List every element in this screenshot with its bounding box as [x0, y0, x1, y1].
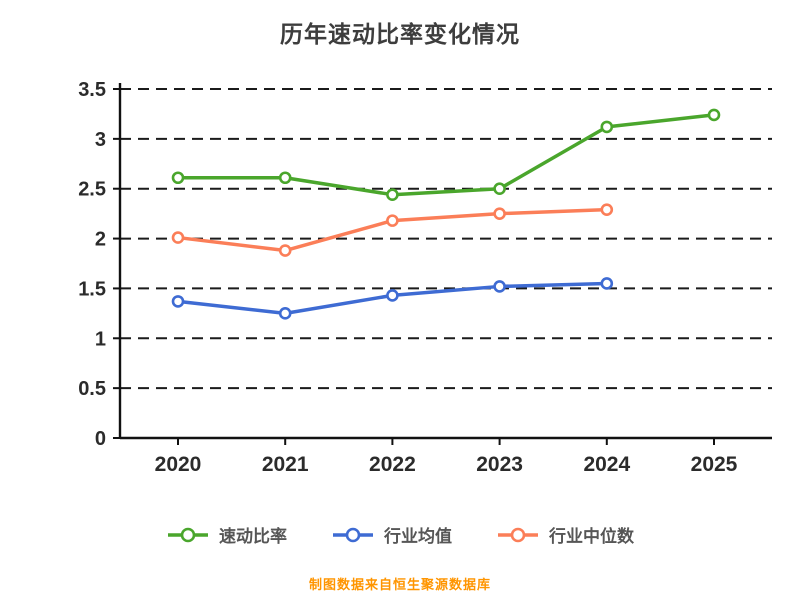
y-tick-label: 2.5 — [78, 179, 106, 201]
data-point — [707, 108, 721, 122]
y-tick-label: 0.5 — [78, 378, 106, 400]
data-point — [171, 231, 185, 244]
y-tick-label: 2 — [95, 229, 106, 251]
y-tick-label: 1 — [95, 328, 106, 350]
legend-label: 行业均值 — [384, 527, 452, 546]
x-tick-label: 2021 — [262, 453, 309, 476]
data-source-note: 制图数据来自恒生聚源数据库 — [308, 577, 491, 592]
x-tick-label: 2025 — [691, 453, 738, 476]
data-point — [278, 307, 292, 320]
x-tick-label: 2023 — [476, 453, 523, 476]
data-point — [493, 207, 506, 220]
legend-item-0: 速动比率 — [166, 522, 287, 547]
y-tick-label: 1.5 — [78, 278, 106, 300]
legend-item-2: 行业中位数 — [496, 522, 634, 547]
data-point — [278, 171, 292, 185]
legend-marker — [333, 527, 373, 542]
legend-label: 速动比率 — [219, 527, 287, 546]
y-tick-label: 0 — [95, 428, 106, 450]
data-point — [171, 171, 185, 185]
chart-legend: 速动比率 行业均值 行业中位数 — [0, 522, 800, 547]
x-tick-label: 2022 — [369, 453, 416, 476]
legend-label: 行业中位数 — [549, 527, 634, 546]
data-point — [600, 277, 614, 290]
line-chart: 0 0.5 1 1.5 2 2.5 3 3.5 2020 2021 2022 2023 2024 2025 — [0, 53, 800, 486]
data-point — [278, 244, 292, 257]
legend-marker — [168, 527, 208, 542]
data-point — [386, 289, 399, 302]
y-tick-label: 3.5 — [78, 79, 106, 101]
legend-item-1: 行业均值 — [331, 522, 452, 547]
y-tick-label: 3 — [95, 129, 106, 151]
x-tick-label: 2020 — [155, 453, 202, 476]
series-line-0 — [176, 113, 716, 197]
chart-title: 历年速动比率变化情况 — [280, 21, 520, 47]
data-point — [386, 214, 399, 227]
data-point — [386, 188, 399, 201]
data-point — [493, 182, 506, 196]
chart-canvas: 0 0.5 1 1.5 2 2.5 3 3.5 2020 2021 2022 2023 2024 2025 — [78, 79, 772, 476]
data-point — [493, 280, 506, 293]
legend-marker — [498, 527, 538, 542]
data-point — [171, 295, 185, 308]
x-tick-label: 2024 — [583, 453, 630, 476]
data-point — [600, 203, 614, 216]
data-point — [600, 120, 614, 134]
